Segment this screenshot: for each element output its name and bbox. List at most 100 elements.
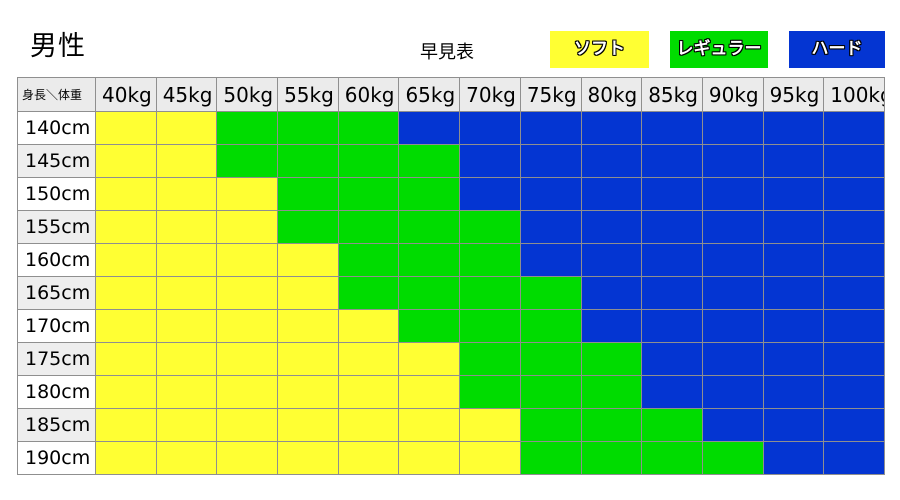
cell-140cm-55kg [277, 111, 339, 145]
cell-185cm-50kg [216, 408, 279, 442]
cell-170cm-75kg [519, 309, 582, 343]
cell-180cm-50kg [216, 375, 279, 409]
cell-145cm-60kg [337, 144, 400, 178]
cell-155cm-50kg [216, 210, 279, 244]
col-header-90kg: 90kg [701, 77, 764, 112]
cell-155cm-65kg [398, 210, 461, 244]
cell-165cm-95kg [762, 276, 825, 310]
cell-185cm-80kg [580, 408, 643, 442]
cell-145cm-95kg [762, 144, 825, 178]
size-chart: 身長＼体重 40kg 45kg 50kg 55kg 60kg 65kg 70kg 75kg 80k… [17, 77, 885, 475]
cell-160cm-90kg [701, 243, 764, 277]
row-header-140cm: 140cm [17, 111, 96, 145]
col-header-75kg: 75kg [519, 77, 582, 112]
cell-175cm-75kg [519, 342, 582, 376]
cell-160cm-75kg [519, 243, 582, 277]
cell-145cm-85kg [641, 144, 703, 178]
col-header-65kg: 65kg [398, 77, 461, 112]
cell-165cm-40kg [95, 276, 157, 310]
cell-185cm-60kg [337, 408, 400, 442]
cell-185cm-95kg [762, 408, 825, 442]
cell-150cm-45kg [155, 177, 218, 211]
legend-item-regular: レギュラー [670, 31, 768, 68]
cell-165cm-75kg [519, 276, 582, 310]
cell-180cm-85kg [641, 375, 703, 409]
cell-175cm-40kg [95, 342, 157, 376]
cell-145cm-90kg [701, 144, 764, 178]
cell-165cm-65kg [398, 276, 461, 310]
cell-180cm-65kg [398, 375, 461, 409]
cell-180cm-70kg [459, 375, 521, 409]
cell-175cm-45kg [155, 342, 218, 376]
cell-165cm-55kg [277, 276, 339, 310]
row-header-190cm: 190cm [17, 441, 96, 475]
table-row-150cm: 150cm [17, 177, 885, 211]
header-row: 身長＼体重 40kg 45kg 50kg 55kg 60kg 65kg 70kg 75kg 80k… [17, 77, 885, 112]
cell-160cm-100kg [823, 243, 885, 277]
cell-145cm-75kg [519, 144, 582, 178]
cell-150cm-90kg [701, 177, 764, 211]
row-header-155cm: 155cm [17, 210, 96, 244]
row-header-160cm: 160cm [17, 243, 96, 277]
cell-165cm-45kg [155, 276, 218, 310]
cell-160cm-40kg [95, 243, 157, 277]
cell-155cm-60kg [337, 210, 400, 244]
col-header-100kg: 100kg [823, 77, 885, 112]
cell-160cm-50kg [216, 243, 279, 277]
col-header-40kg: 40kg [95, 77, 157, 112]
cell-170cm-100kg [823, 309, 885, 343]
cell-165cm-100kg [823, 276, 885, 310]
cell-165cm-50kg [216, 276, 279, 310]
row-header-145cm: 145cm [17, 144, 96, 178]
cell-155cm-85kg [641, 210, 703, 244]
cell-160cm-65kg [398, 243, 461, 277]
cell-165cm-60kg [337, 276, 400, 310]
cell-150cm-95kg [762, 177, 825, 211]
cell-140cm-40kg [95, 111, 157, 145]
chart-header: 身長＼体重 40kg 45kg 50kg 55kg 60kg 65kg 70kg 75kg 80k… [17, 77, 885, 112]
cell-170cm-80kg [580, 309, 643, 343]
table-row-140cm: 140cm [17, 111, 885, 145]
table-row-160cm: 160cm [17, 243, 885, 277]
cell-140cm-60kg [337, 111, 400, 145]
cell-180cm-95kg [762, 375, 825, 409]
cell-160cm-60kg [337, 243, 400, 277]
cell-140cm-80kg [580, 111, 643, 145]
cell-190cm-50kg [216, 441, 279, 475]
cell-190cm-95kg [762, 441, 825, 475]
legend: ソフト レギュラー ハード [550, 31, 885, 68]
cell-145cm-65kg [398, 144, 461, 178]
cell-145cm-40kg [95, 144, 157, 178]
cell-165cm-80kg [580, 276, 643, 310]
cell-150cm-100kg [823, 177, 885, 211]
cell-170cm-55kg [277, 309, 339, 343]
size-chart-table: 身長＼体重 40kg 45kg 50kg 55kg 60kg 65kg 70kg 75kg 80k… [17, 77, 885, 475]
table-row-185cm: 185cm [17, 408, 885, 442]
col-header-60kg: 60kg [337, 77, 400, 112]
cell-190cm-70kg [459, 441, 521, 475]
cell-150cm-80kg [580, 177, 643, 211]
cell-190cm-75kg [519, 441, 582, 475]
cell-190cm-90kg [701, 441, 764, 475]
row-header-165cm: 165cm [17, 276, 96, 310]
cell-140cm-45kg [155, 111, 218, 145]
cell-145cm-80kg [580, 144, 643, 178]
cell-190cm-40kg [95, 441, 157, 475]
cell-140cm-75kg [519, 111, 582, 145]
cell-140cm-100kg [823, 111, 885, 145]
cell-175cm-60kg [337, 342, 400, 376]
chart-body: 140cm 145cm 150cm 155cm 160cm 165cm 170cm 175cm… [17, 111, 885, 475]
cell-175cm-65kg [398, 342, 461, 376]
cell-175cm-80kg [580, 342, 643, 376]
cell-185cm-75kg [519, 408, 582, 442]
row-header-150cm: 150cm [17, 177, 96, 211]
cell-175cm-95kg [762, 342, 825, 376]
cell-140cm-50kg [216, 111, 279, 145]
row-header-180cm: 180cm [17, 375, 96, 409]
cell-155cm-45kg [155, 210, 218, 244]
cell-175cm-90kg [701, 342, 764, 376]
row-header-175cm: 175cm [17, 342, 96, 376]
cell-145cm-100kg [823, 144, 885, 178]
cell-150cm-75kg [519, 177, 582, 211]
